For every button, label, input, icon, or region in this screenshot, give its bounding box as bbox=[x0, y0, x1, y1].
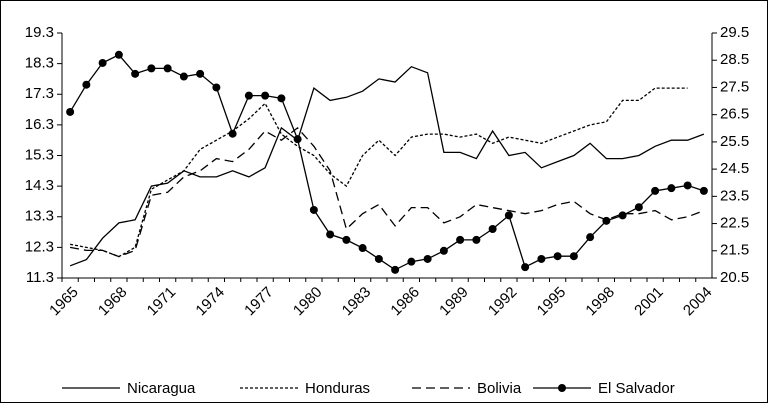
y-tick-label: 17.3 bbox=[25, 85, 54, 102]
series-line bbox=[69, 65, 705, 267]
y-tick-label: 16.3 bbox=[25, 116, 54, 133]
series-marker bbox=[553, 252, 562, 261]
series-marker bbox=[179, 72, 188, 81]
series-marker bbox=[423, 254, 432, 263]
series-marker bbox=[618, 211, 627, 220]
legend-label: El Salvador bbox=[598, 380, 675, 397]
series-marker bbox=[114, 50, 123, 59]
series-marker bbox=[309, 205, 318, 214]
series-marker bbox=[358, 244, 367, 253]
series-marker bbox=[228, 129, 237, 138]
series-marker bbox=[163, 64, 172, 73]
series-marker bbox=[456, 235, 465, 244]
y2-tick-label: 26.5 bbox=[720, 106, 749, 123]
series-marker bbox=[602, 216, 611, 225]
y2-tick-label: 20.5 bbox=[720, 269, 749, 286]
y2-tick-label: 28.5 bbox=[720, 51, 749, 68]
series-marker bbox=[326, 230, 335, 239]
y-tick-label: 11.3 bbox=[26, 269, 54, 286]
series-marker bbox=[131, 69, 140, 78]
series-marker bbox=[147, 64, 156, 73]
series-marker bbox=[98, 58, 107, 67]
series-marker bbox=[488, 225, 497, 233]
y2-tick-label: 21.5 bbox=[720, 242, 749, 259]
series-marker bbox=[521, 263, 530, 272]
series-line bbox=[69, 87, 688, 258]
series-marker bbox=[667, 184, 676, 193]
series-marker bbox=[277, 94, 286, 103]
series-marker bbox=[196, 69, 205, 78]
series-marker bbox=[569, 252, 578, 261]
series-marker bbox=[212, 83, 221, 92]
series-marker bbox=[261, 91, 270, 100]
series-marker bbox=[374, 254, 383, 263]
legend-label: Honduras bbox=[305, 380, 370, 397]
series-marker bbox=[504, 211, 513, 220]
y-tick-label: 12.3 bbox=[25, 238, 54, 255]
y-tick-label: 13.3 bbox=[25, 208, 54, 225]
y2-tick-label: 24.5 bbox=[720, 160, 749, 177]
y-tick-label: 15.3 bbox=[25, 146, 54, 163]
series-marker bbox=[683, 181, 692, 190]
y-tick-label: 19.3 bbox=[25, 24, 54, 41]
series-marker bbox=[537, 254, 546, 263]
y-tick-label: 18.3 bbox=[25, 55, 54, 72]
y2-tick-label: 29.5 bbox=[720, 24, 749, 41]
series-marker bbox=[82, 80, 91, 89]
series-marker bbox=[342, 235, 351, 244]
series-line bbox=[69, 127, 705, 258]
legend-marker bbox=[558, 384, 566, 392]
series-marker bbox=[634, 203, 643, 212]
series-marker bbox=[699, 186, 708, 195]
series-marker bbox=[586, 233, 595, 242]
y2-tick-label: 25.5 bbox=[720, 133, 749, 150]
series-marker bbox=[66, 107, 75, 116]
legend-label: Nicaragua bbox=[127, 380, 196, 397]
series-marker bbox=[472, 235, 481, 244]
series-marker bbox=[293, 135, 302, 144]
series-marker bbox=[407, 257, 416, 266]
series-marker bbox=[391, 265, 400, 274]
series-marker bbox=[244, 91, 253, 100]
y2-tick-label: 23.5 bbox=[720, 187, 749, 204]
legend-label: Bolivia bbox=[477, 380, 522, 397]
series-line bbox=[69, 53, 705, 271]
y2-tick-label: 22.5 bbox=[720, 215, 749, 232]
series-marker bbox=[439, 246, 448, 255]
series-marker bbox=[651, 186, 660, 195]
y2-tick-label: 27.5 bbox=[720, 78, 749, 95]
y-tick-label: 14.3 bbox=[25, 177, 54, 194]
